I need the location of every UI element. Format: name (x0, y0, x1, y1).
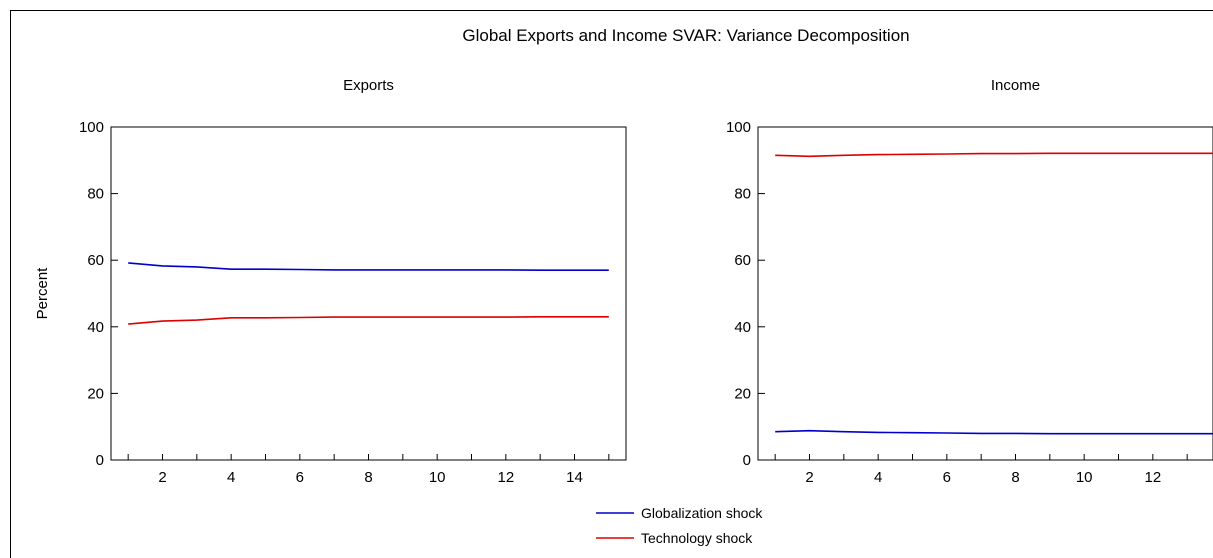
y-tick-label: 100 (726, 119, 751, 136)
y-tick-label: 20 (87, 385, 104, 402)
x-tick-label: 12 (1144, 469, 1161, 486)
x-tick-label: 2 (158, 469, 166, 486)
figure-frame (10, 10, 1213, 558)
exports-y-axis-label: Percent (34, 267, 51, 320)
x-tick-label: 8 (1011, 469, 1019, 486)
legend: Globalization shock Technology shock (596, 505, 763, 546)
income-series-globalization-line (775, 429, 1213, 435)
y-tick-label: 60 (87, 252, 104, 269)
income-panel-title: Income (991, 77, 1040, 94)
exports-series-globalization-line (128, 262, 609, 272)
legend-label-globalization: Globalization shock (641, 505, 763, 521)
y-tick-label: 0 (743, 452, 751, 469)
x-tick-label: 10 (429, 469, 446, 486)
exports-series-technology-line (128, 315, 609, 325)
legend-label-technology: Technology shock (641, 530, 753, 546)
y-tick-label: 100 (79, 119, 104, 136)
exports-panel-title: Exports (343, 77, 394, 94)
income-series-technology-line (775, 152, 1213, 158)
x-tick-label: 12 (497, 469, 514, 486)
x-tick-label: 6 (943, 469, 951, 486)
income-panel: Income0204060801002468101214 (726, 77, 1213, 486)
x-tick-label: 10 (1076, 469, 1093, 486)
x-tick-label: 2 (805, 469, 813, 486)
x-tick-label: 4 (227, 469, 235, 486)
exports-panel: Exports 0 20 40 60 80 100 2 4 6 8 10 12 14 Percent (34, 77, 627, 486)
y-tick-label: 60 (734, 252, 751, 269)
x-tick-label: 14 (566, 469, 583, 486)
exports-plot-frame (110, 126, 627, 461)
x-tick-label: 4 (874, 469, 882, 486)
y-tick-label: 80 (734, 186, 751, 203)
y-tick-label: 0 (96, 452, 104, 469)
y-tick-label: 40 (734, 319, 751, 336)
x-tick-label: 6 (296, 469, 304, 486)
y-tick-label: 80 (87, 186, 104, 203)
income-plot-frame (757, 126, 1213, 461)
y-tick-label: 20 (734, 385, 751, 402)
x-tick-label: 8 (364, 469, 372, 486)
main-title: Global Exports and Income SVAR: Variance… (462, 26, 909, 45)
y-tick-label: 40 (87, 319, 104, 336)
